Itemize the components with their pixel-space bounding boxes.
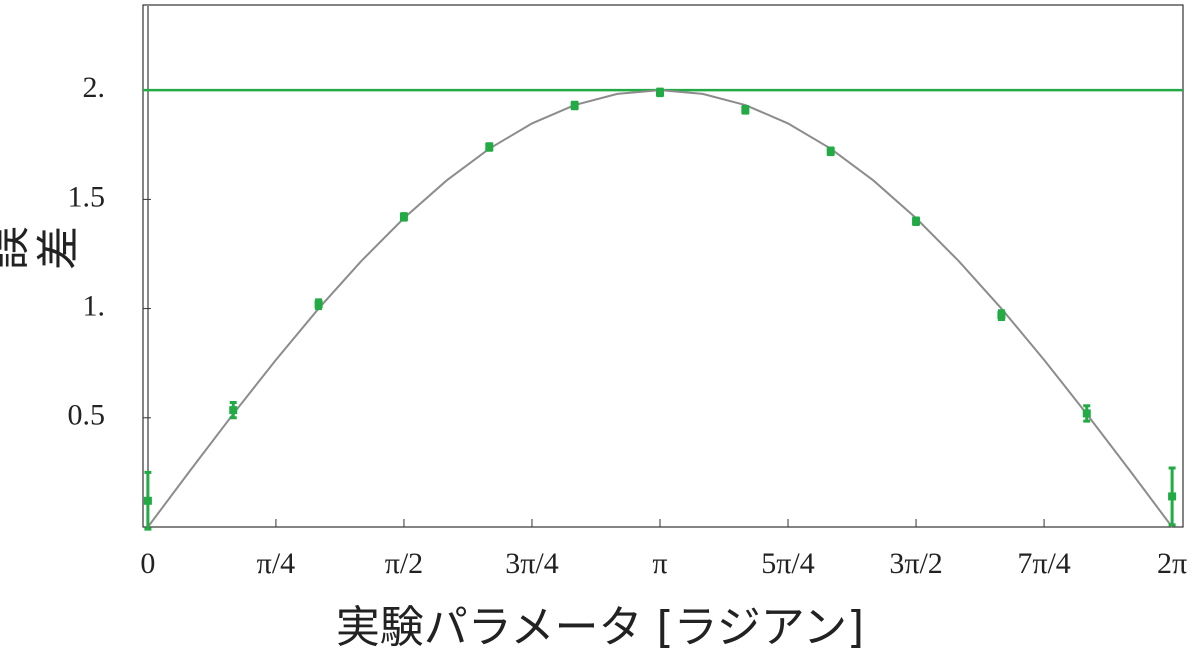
- data-point: [1168, 492, 1177, 501]
- x-tick-label: 3π/2: [889, 547, 942, 580]
- data-point: [997, 311, 1006, 320]
- x-tick-label: π/4: [257, 547, 295, 580]
- data-point: [229, 406, 238, 415]
- x-tick-label: 3π/4: [505, 547, 558, 580]
- data-point: [1082, 409, 1091, 418]
- y-tick-label: 2.: [83, 71, 106, 104]
- x-tick-label: π: [652, 547, 667, 580]
- data-point: [485, 142, 494, 151]
- x-tick-label: π/2: [385, 547, 423, 580]
- x-tick-label: 5π/4: [761, 547, 814, 580]
- data-point: [826, 147, 835, 156]
- y-tick-label: 0.5: [68, 399, 106, 432]
- y-axis-label: 誤差: [0, 227, 85, 278]
- data-point: [314, 300, 323, 309]
- data-point: [570, 101, 579, 110]
- plot-frame: [142, 4, 1184, 528]
- data-point: [741, 105, 750, 114]
- x-tick-label: 0: [140, 547, 155, 580]
- y-tick-label: 1.5: [68, 180, 106, 213]
- data-point: [912, 217, 921, 226]
- data-point: [656, 88, 665, 97]
- curve: [147, 89, 1173, 528]
- x-tick-label: 2π: [1157, 547, 1187, 580]
- x-tick-label: 7π/4: [1017, 547, 1070, 580]
- y-tick-label: 1.: [83, 289, 106, 322]
- data-point: [143, 496, 152, 505]
- data-point: [399, 212, 408, 221]
- x-axis-label: 実験パラメータ [ラジアン]: [336, 602, 864, 653]
